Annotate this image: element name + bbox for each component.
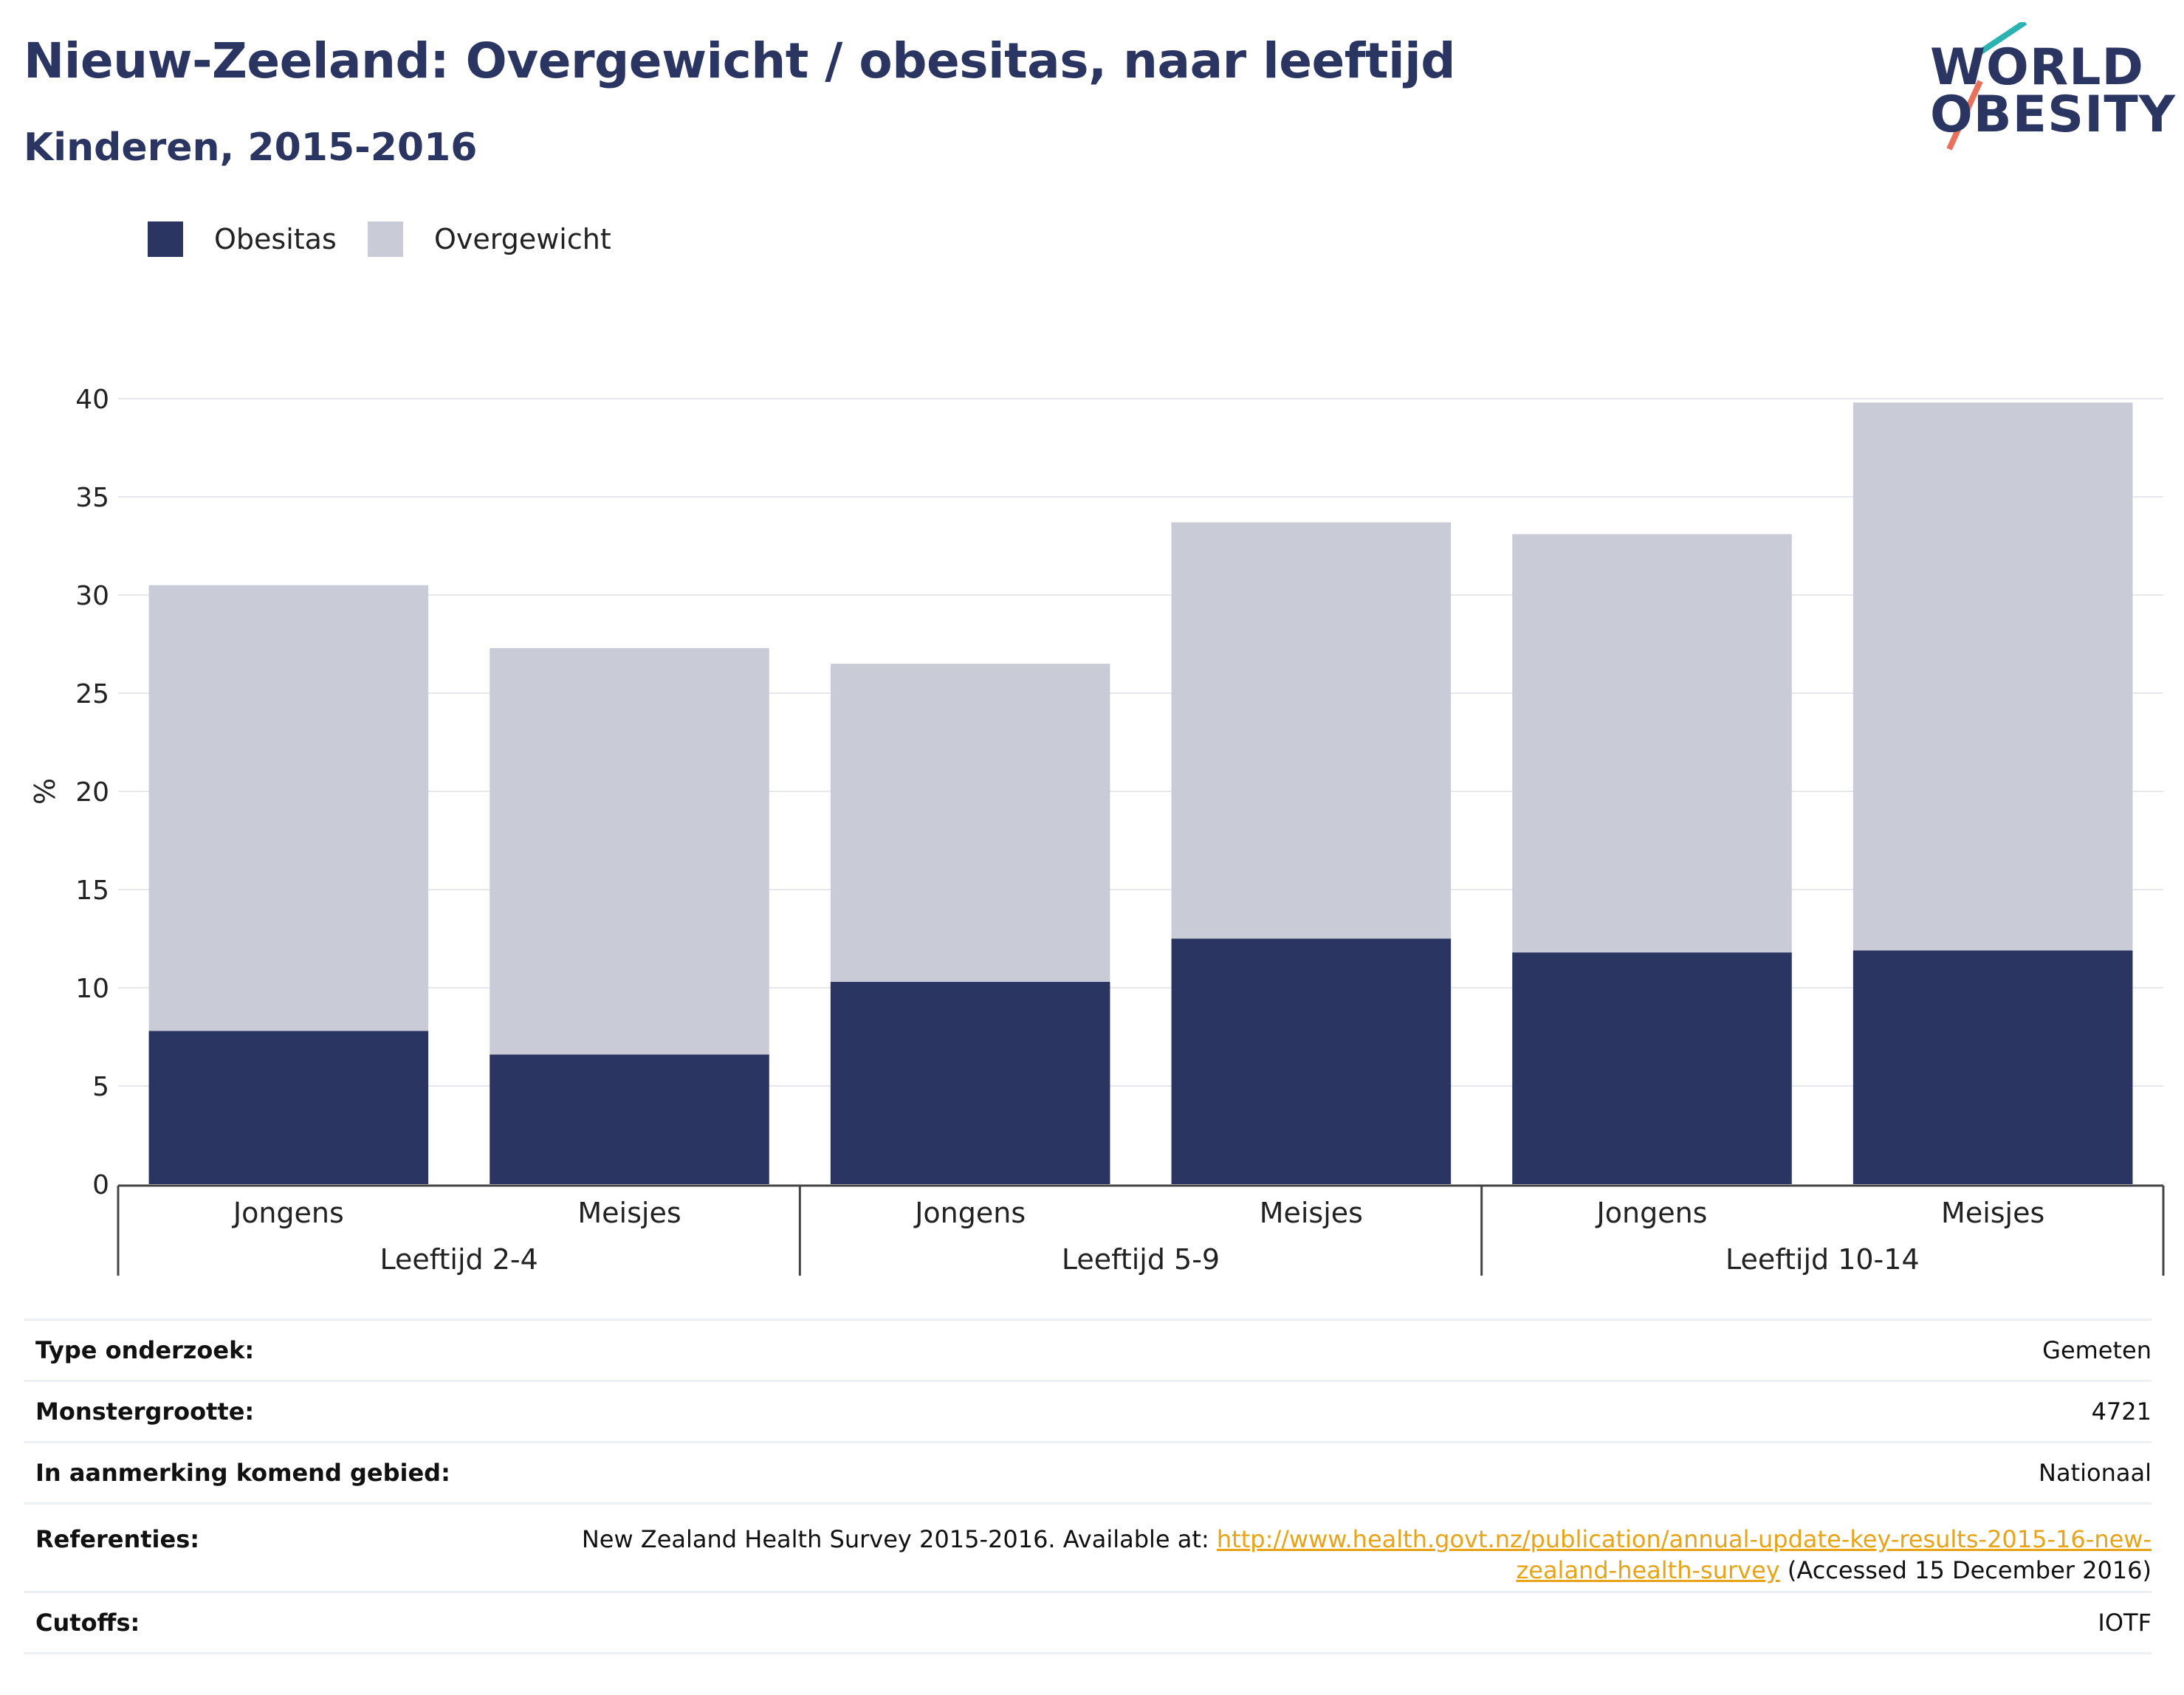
info-value: IOTF	[2098, 1609, 2152, 1637]
info-value: 4721	[2091, 1397, 2152, 1426]
group-label: Leeftijd 10-14	[1725, 1243, 1920, 1276]
chart-title: Nieuw-Zeeland: Overgewicht / obesitas, n…	[24, 32, 1456, 89]
logo-word-1: WORLD	[1930, 38, 2144, 97]
y-tick-label: 5	[92, 1072, 109, 1102]
bar-overgewicht	[830, 664, 1110, 983]
group-label: Leeftijd 2-4	[380, 1243, 538, 1276]
info-row-type: Type onderzoek: Gemeten	[24, 1318, 2152, 1380]
chart-subtitle: Kinderen, 2015-2016	[24, 126, 478, 170]
references-text: New Zealand Health Survey 2015-2016. Ava…	[582, 1524, 2152, 1586]
info-row-references: Referenties: New Zealand Health Survey 2…	[24, 1502, 2152, 1591]
x-tick-label: Meisjes	[1941, 1197, 2044, 1229]
y-tick-label: 30	[75, 581, 109, 611]
legend-swatch-obesitas	[148, 221, 183, 257]
bar-overgewicht	[1852, 402, 2133, 951]
info-value: Gemeten	[2042, 1336, 2152, 1364]
bar-overgewicht	[490, 647, 769, 1055]
logo-slash-icon	[1946, 22, 2027, 151]
bar-overgewicht	[1512, 534, 1792, 953]
bar-obesitas	[1512, 952, 1792, 1184]
bar-obesitas	[1852, 950, 2133, 1184]
y-axis-label: %	[29, 778, 61, 805]
info-label: Referenties:	[35, 1525, 200, 1553]
x-tick-label: Jongens	[913, 1197, 1026, 1229]
y-tick-label: 15	[75, 876, 109, 906]
info-row-area: In aanmerking komend gebied: Nationaal	[24, 1441, 2152, 1502]
info-row-sample: Monstergrootte: 4721	[24, 1380, 2152, 1441]
info-label: In aanmerking komend gebied:	[35, 1459, 450, 1487]
info-label: Type onderzoek:	[35, 1336, 255, 1364]
info-value: Nationaal	[2039, 1459, 2152, 1487]
bar-chart: 0 5 10 15 20 25 30 35 40% Jongens Meisjes Jongens Me…	[29, 385, 2165, 1276]
info-label: Monstergrootte:	[35, 1397, 255, 1426]
legend-label-obesitas: Obesitas	[214, 223, 337, 255]
bar-obesitas	[830, 982, 1110, 1184]
logo-word-2: OBESITY	[1930, 86, 2176, 144]
references-link[interactable]: http://www.health.govt.nz/publication/an…	[1216, 1525, 2152, 1553]
y-tick-label: 10	[75, 974, 109, 1004]
legend-swatch-overgewicht	[368, 221, 403, 257]
bar-obesitas	[1171, 938, 1452, 1184]
y-tick-label: 25	[75, 679, 109, 709]
x-tick-label: Jongens	[1596, 1197, 1708, 1229]
bar-obesitas	[490, 1054, 769, 1184]
legend-label-overgewicht: Overgewicht	[434, 223, 611, 255]
info-row-cutoffs: Cutoffs: IOTF	[24, 1591, 2152, 1654]
survey-info-table: Type onderzoek: Gemeten Monstergrootte: …	[24, 1318, 2152, 1654]
x-tick-label: Meisjes	[1260, 1197, 1363, 1229]
y-tick-label: 0	[92, 1170, 109, 1200]
y-tick-label: 20	[75, 777, 109, 808]
y-tick-label: 35	[75, 483, 109, 513]
bar-obesitas	[148, 1031, 429, 1184]
bar-overgewicht	[148, 585, 429, 1031]
x-tick-label: Jongens	[232, 1197, 344, 1229]
y-tick-label: 40	[75, 385, 109, 415]
world-obesity-logo: WORLD OBESITY	[1920, 22, 2175, 155]
x-tick-label: Meisjes	[577, 1197, 681, 1229]
bar-overgewicht	[1171, 522, 1452, 939]
references-suffix: (Accessed 15 December 2016)	[1779, 1556, 2152, 1584]
references-prefix: New Zealand Health Survey 2015-2016. Ava…	[581, 1525, 1217, 1553]
references-link-continued[interactable]: zealand-health-survey	[1516, 1556, 1780, 1584]
group-label: Leeftijd 5-9	[1062, 1243, 1220, 1276]
info-label: Cutoffs:	[35, 1609, 140, 1637]
